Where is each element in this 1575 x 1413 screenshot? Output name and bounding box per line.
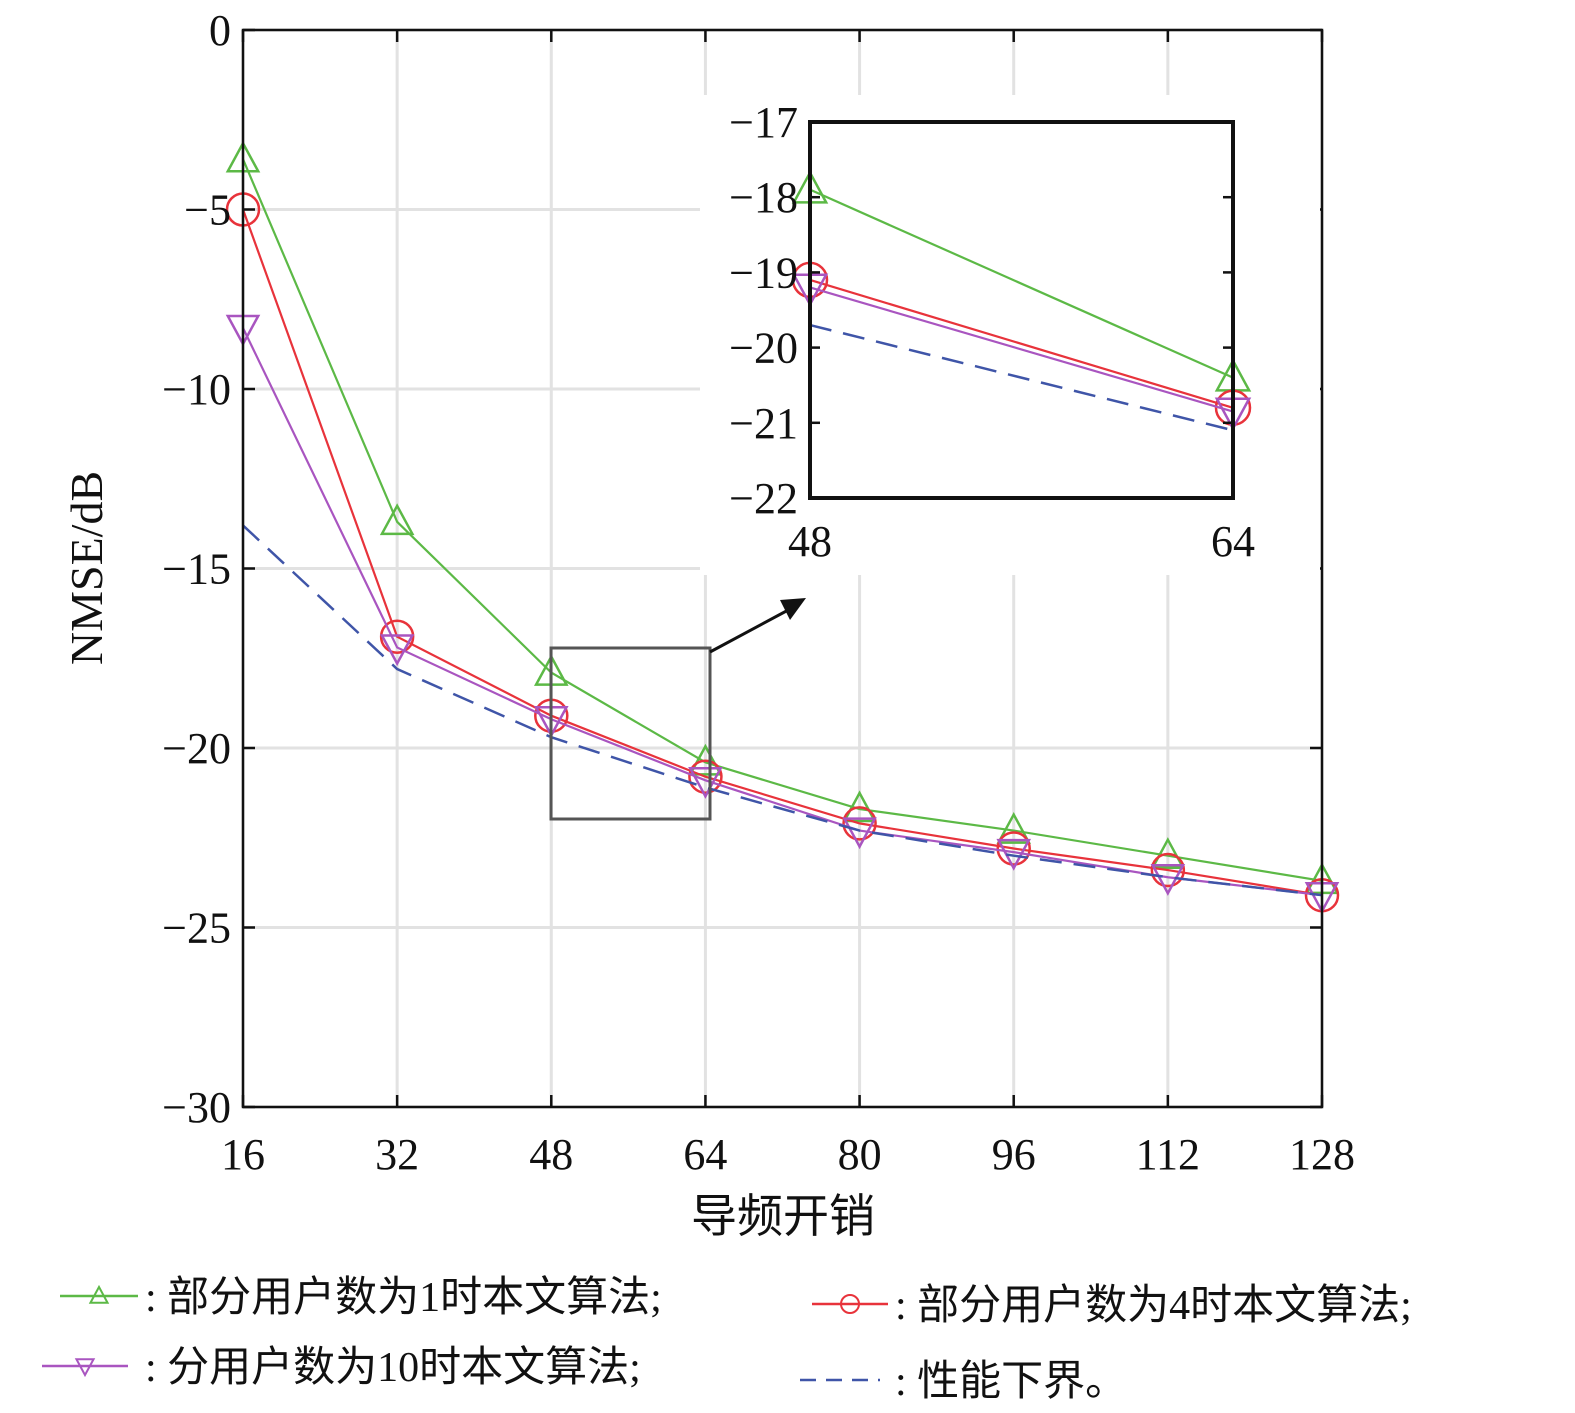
x-tick-label: 128 <box>1289 1130 1355 1179</box>
y-tick-label: −25 <box>162 904 231 953</box>
series-1-point <box>1150 837 1186 869</box>
inset-y-tick-label: −22 <box>729 474 798 523</box>
series-1-point <box>688 743 723 776</box>
series-line-1 <box>241 158 1323 882</box>
y-axis-label: NMSE/dB <box>61 471 112 665</box>
inset-series-line-2 <box>809 278 1234 409</box>
legend: : 部分用户数为1时本文算法; : 部分用户数为4时本文算法; : 分用户数为10时… <box>42 1274 1412 1405</box>
main-plot-series <box>225 140 1340 914</box>
legend-marker-3 <box>74 1358 96 1378</box>
legend-label-4: : 性能下界。 <box>895 1359 1127 1405</box>
zoom-arrowhead <box>780 598 806 620</box>
x-tick-label: 112 <box>1136 1130 1200 1179</box>
legend-label-1: : 部分用户数为1时本文算法; <box>145 1274 662 1321</box>
y-tick-label: −30 <box>162 1083 231 1132</box>
series-2-point <box>996 831 1031 866</box>
series-line-4 <box>242 524 1323 897</box>
legend-marker-2 <box>840 1294 860 1314</box>
legend-label-2: : 部分用户数为4时本文算法; <box>895 1282 1412 1329</box>
series-2-point <box>688 759 723 794</box>
inset-series-line-1 <box>809 188 1234 379</box>
series-3-point <box>379 634 415 667</box>
x-tick-label: 48 <box>529 1130 573 1179</box>
x-tick-label: 16 <box>221 1130 265 1179</box>
inset-series <box>791 170 1252 432</box>
x-tick-label: 64 <box>683 1130 727 1179</box>
legend-label-3: : 分用户数为10时本文算法; <box>145 1344 641 1391</box>
x-tick-label: 32 <box>375 1130 419 1179</box>
inset-y-tick-label: −20 <box>729 324 798 373</box>
inset-y-tick-label: −19 <box>729 248 798 297</box>
series-3-point <box>688 767 723 799</box>
inset-series-line-4 <box>809 323 1234 432</box>
inset-x-tick-label: 64 <box>1211 517 1255 566</box>
zoom-region-box <box>549 646 712 821</box>
y-tick-label: −10 <box>162 365 231 414</box>
x-tick-label: 80 <box>838 1130 882 1179</box>
y-tick-label: −5 <box>184 186 231 235</box>
series-2-point <box>842 806 877 841</box>
zoom-arrow <box>709 606 793 654</box>
series-1-point <box>379 503 415 536</box>
legend-marker-1 <box>88 1284 110 1304</box>
series-3-point <box>842 817 877 850</box>
series-2-point <box>1150 852 1186 888</box>
y-tick-label: −20 <box>162 724 231 773</box>
inset-axes <box>808 120 1235 500</box>
y-tick-label: −15 <box>162 545 231 594</box>
main-tick-labels: 16 32 48 64 80 96 112 128 0 −5 −10 −15 −20 −25 −30 <box>162 6 1355 1179</box>
y-tick-label: 0 <box>209 6 231 55</box>
inset-series-line-3 <box>809 286 1234 413</box>
inset-y-tick-label: −17 <box>729 98 798 147</box>
series-3-point <box>996 838 1032 871</box>
series-1-point <box>996 811 1032 844</box>
inset-y-tick-label: −21 <box>729 399 798 448</box>
inset-background <box>700 95 1320 575</box>
inset-frame <box>808 120 1235 500</box>
inset-tick-labels: 48 64 −17 −18 −19 −20 −21 −22 <box>729 98 1255 566</box>
x-axis-label: 导频开销 <box>691 1191 875 1242</box>
series-line-2 <box>241 209 1323 897</box>
series-2-point <box>379 619 415 654</box>
inset-x-tick-label: 48 <box>788 517 832 566</box>
series-1-point <box>842 790 877 823</box>
x-tick-label: 96 <box>992 1130 1036 1179</box>
inset-y-tick-label: −18 <box>729 173 798 222</box>
